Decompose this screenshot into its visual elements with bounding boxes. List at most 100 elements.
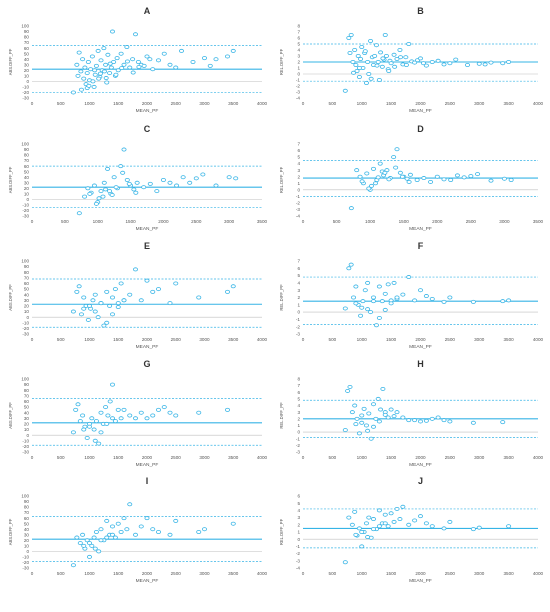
data-point	[435, 58, 441, 63]
data-point	[201, 527, 207, 532]
x-tick-label: 1000	[84, 571, 95, 576]
data-point	[155, 287, 161, 292]
data-point	[75, 73, 81, 78]
y-tick-label: -1	[296, 194, 301, 199]
data-point	[370, 517, 376, 522]
y-tick-label: 10	[24, 73, 30, 78]
data-point	[91, 84, 97, 89]
data-point	[403, 55, 409, 60]
data-point	[160, 177, 166, 182]
y-tick-label: 40	[24, 292, 30, 297]
data-point	[397, 48, 403, 53]
y-tick-label: 2	[297, 416, 300, 421]
y-axis-label: ABS.DIFF_PF	[8, 518, 13, 545]
data-point	[423, 294, 429, 299]
y-tick-label: 50	[24, 169, 30, 174]
data-point	[196, 410, 202, 415]
data-point	[356, 526, 362, 531]
x-tick-label: 1500	[113, 337, 124, 342]
data-point	[388, 301, 394, 306]
x-tick-label: 2000	[142, 337, 153, 342]
y-tick-label: -3	[296, 90, 301, 95]
panel-title: F	[418, 241, 424, 251]
data-point	[373, 43, 379, 48]
data-point	[76, 50, 82, 55]
panel-F: F -3 -2 -1 0 1 2 3 4 5 6 7 0 500 1000 1500 2000 2500 3000 3…	[279, 241, 544, 350]
data-point	[107, 399, 113, 404]
data-point	[74, 62, 80, 67]
y-tick-label: 0	[26, 549, 29, 554]
data-point	[441, 299, 447, 304]
data-point	[104, 80, 110, 85]
x-tick-label: 2500	[445, 455, 456, 460]
y-tick-label: 4	[297, 403, 300, 408]
data-point	[132, 532, 138, 537]
data-point	[488, 178, 494, 183]
data-point	[104, 289, 110, 294]
y-tick-label: -2	[296, 84, 301, 89]
data-point	[173, 65, 179, 70]
data-point	[417, 56, 423, 61]
x-tick-label: 1000	[357, 337, 368, 342]
y-tick-label: 80	[24, 388, 30, 393]
data-point	[363, 423, 369, 428]
y-tick-label: 60	[24, 46, 30, 51]
data-point	[131, 187, 137, 192]
y-tick-label: 1	[297, 423, 300, 428]
data-point	[412, 418, 418, 423]
x-axis-label: MEAN_PF	[409, 578, 432, 584]
data-point	[230, 284, 236, 289]
data-point	[373, 323, 379, 328]
y-tick-label: 8	[297, 377, 300, 382]
data-point	[193, 176, 199, 181]
data-point	[76, 284, 82, 289]
data-point	[353, 301, 359, 306]
y-tick-label: 0	[26, 197, 29, 202]
data-point	[375, 175, 381, 180]
x-tick-label: 1500	[386, 337, 397, 342]
data-point	[81, 427, 87, 432]
data-point	[414, 177, 420, 182]
data-point	[403, 63, 409, 68]
y-tick-label: 100	[21, 377, 29, 382]
data-point	[81, 295, 87, 300]
y-tick-label: -3	[296, 450, 301, 455]
data-point	[420, 61, 426, 66]
data-point	[349, 410, 355, 415]
data-point	[356, 75, 362, 80]
data-point	[173, 413, 179, 418]
data-point	[147, 181, 153, 186]
data-point	[352, 48, 358, 53]
y-tick-label: 0	[26, 315, 29, 320]
x-tick-label: 3000	[199, 571, 210, 576]
data-point	[441, 418, 447, 423]
x-tick-label: 3500	[504, 455, 515, 460]
y-tick-label: -4	[296, 566, 301, 571]
data-point	[350, 60, 356, 65]
panel-title: H	[417, 359, 424, 369]
data-point	[110, 312, 116, 317]
data-point	[500, 61, 506, 66]
data-point	[359, 420, 365, 425]
data-point	[376, 508, 382, 513]
data-point	[180, 175, 186, 180]
x-tick-label: 0	[302, 101, 305, 106]
y-tick-label: 3	[297, 410, 300, 415]
x-tick-label: 3000	[474, 455, 485, 460]
y-tick-label: -10	[22, 203, 29, 208]
data-point	[412, 298, 418, 303]
data-point	[74, 535, 80, 540]
data-point	[103, 405, 109, 410]
data-point	[161, 405, 167, 410]
data-point	[121, 516, 127, 521]
data-point	[105, 413, 111, 418]
data-point	[190, 60, 196, 65]
data-point	[388, 511, 394, 516]
x-tick-label: 2000	[415, 337, 426, 342]
data-point	[87, 554, 93, 559]
data-point	[167, 532, 173, 537]
panel-title: I	[146, 476, 149, 486]
data-point	[97, 71, 103, 76]
y-tick-label: 70	[24, 510, 30, 515]
x-tick-label: 2000	[432, 219, 443, 224]
